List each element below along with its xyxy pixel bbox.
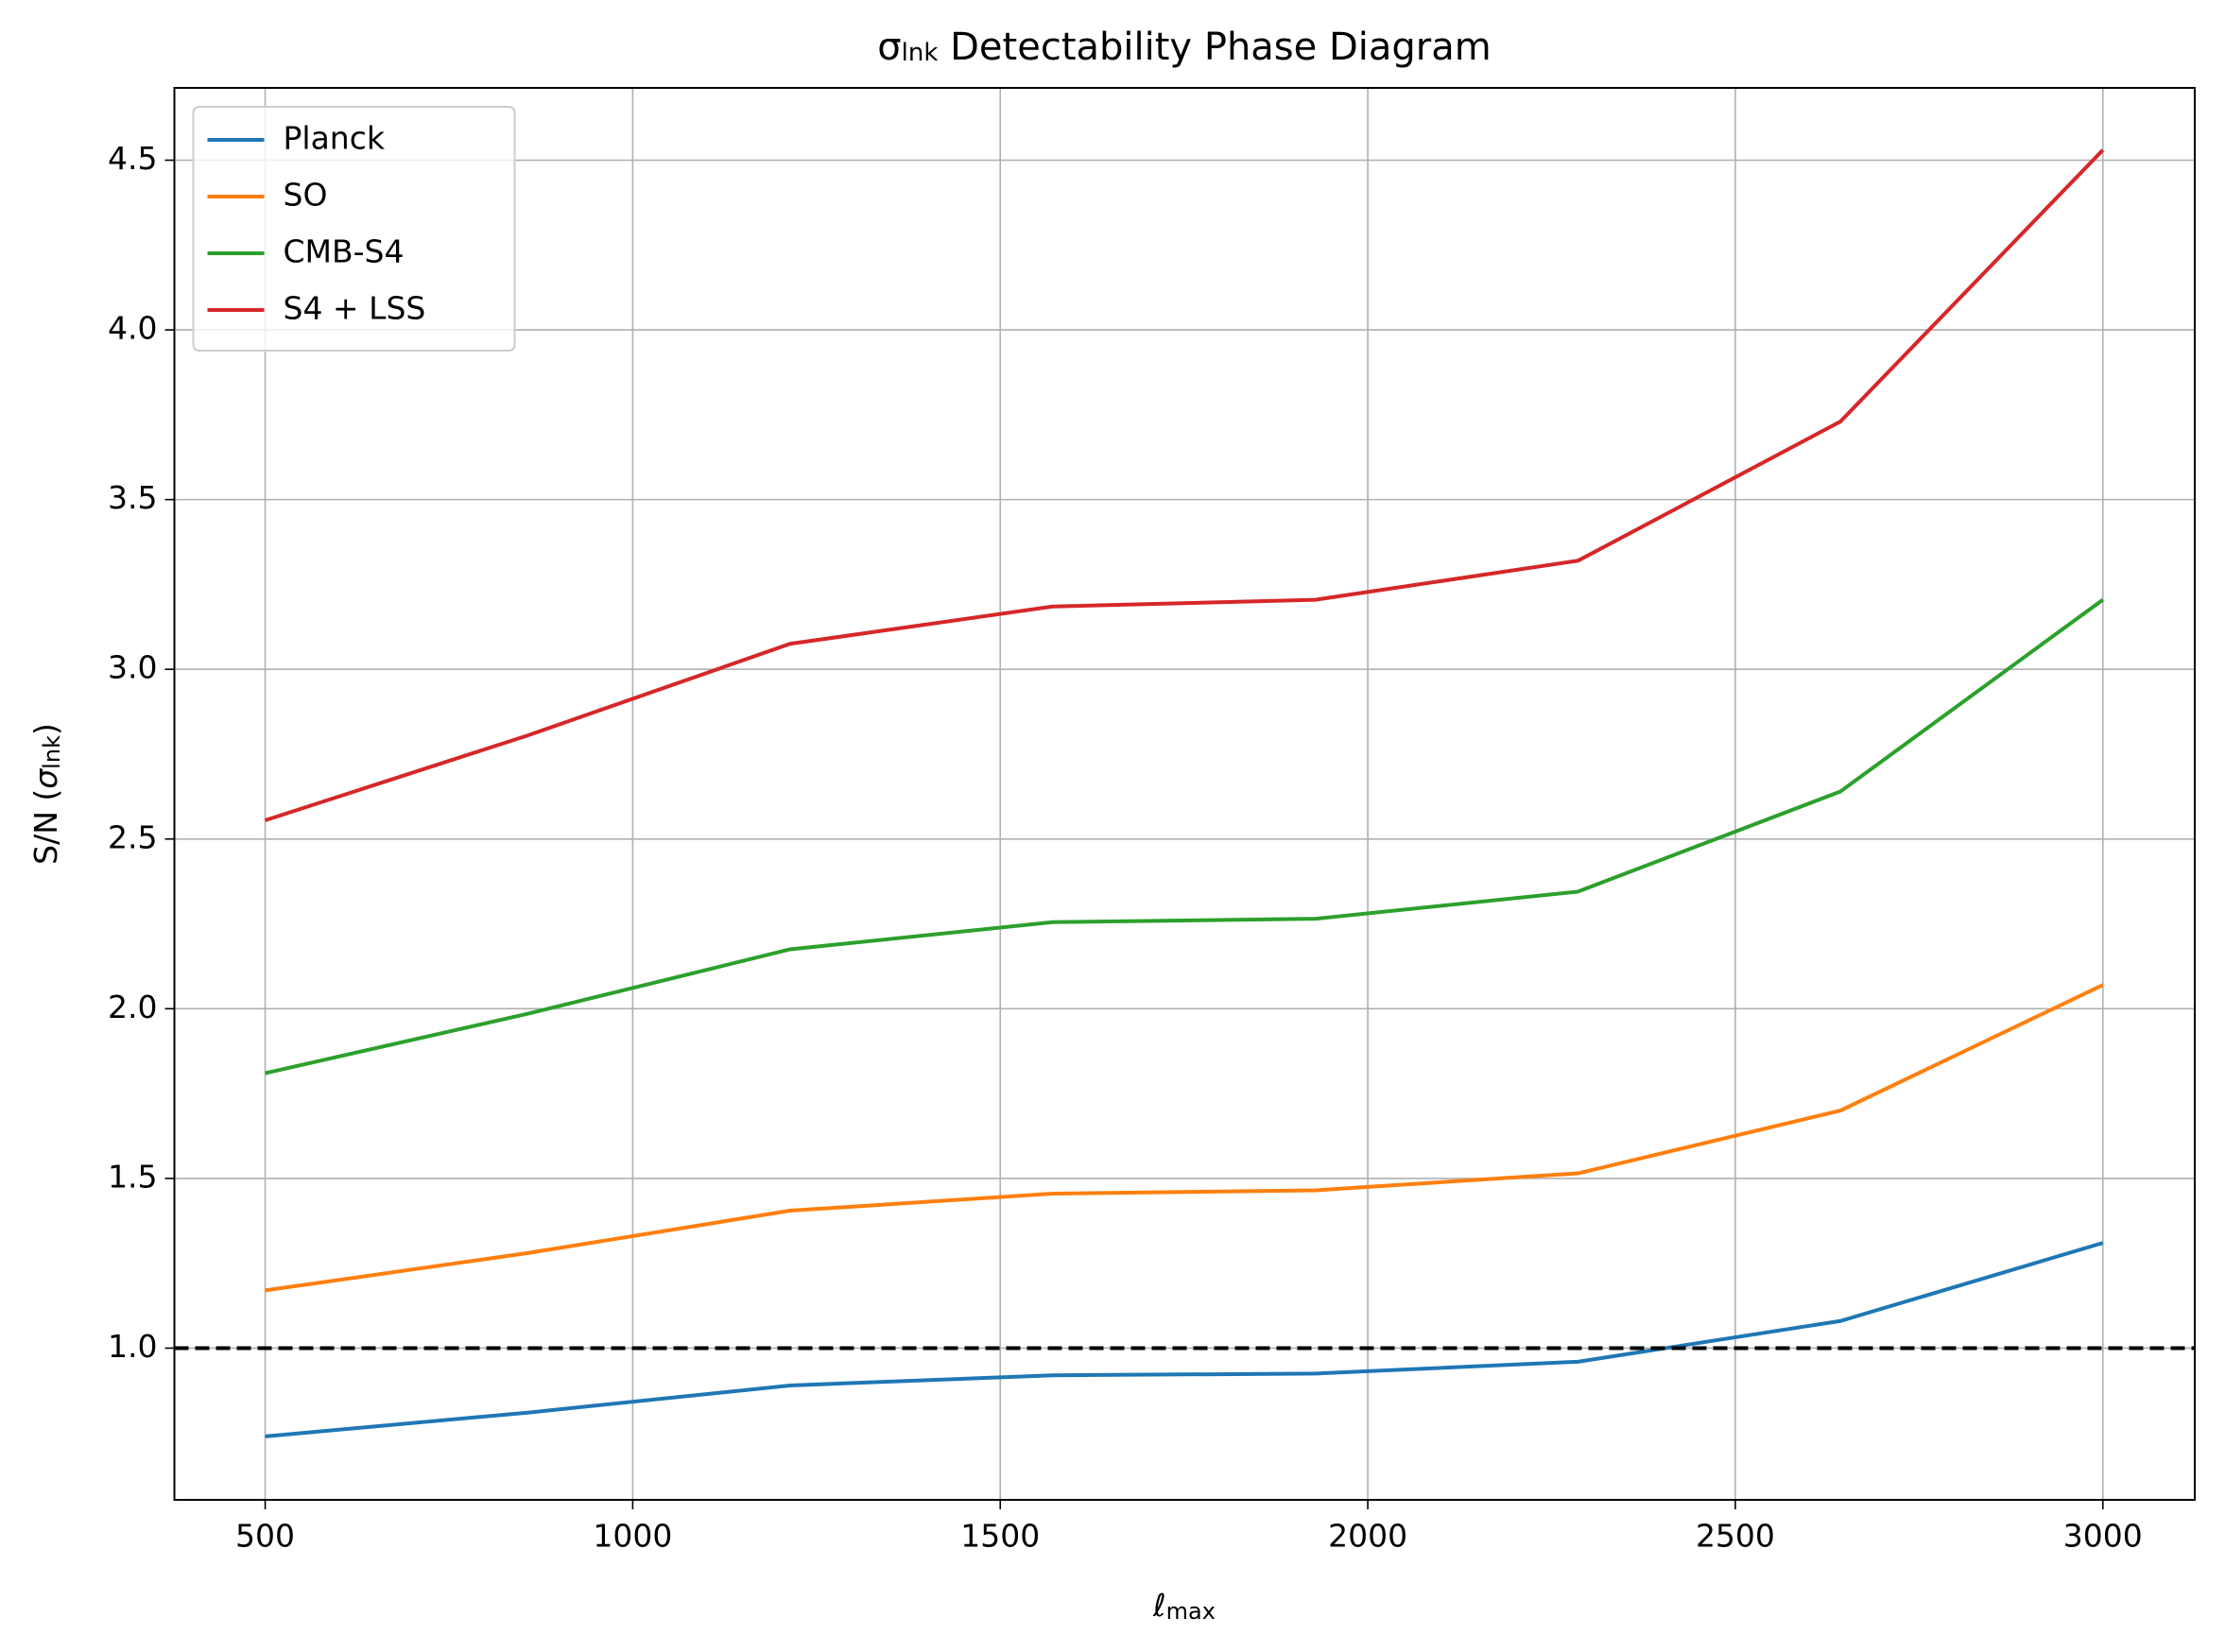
title-symbol: σ <box>877 26 901 69</box>
data-line <box>265 983 2104 1293</box>
plot-frame <box>173 87 2196 1501</box>
data-line <box>264 148 2105 822</box>
legend-label: Planck <box>284 120 386 157</box>
legend-label: CMB-S4 <box>284 233 405 270</box>
y-tick-label: 1.0 <box>108 1328 157 1365</box>
x-label-subscript: max <box>1166 1598 1216 1625</box>
title-text <box>938 26 950 69</box>
y-tick-label: 3.0 <box>108 649 157 686</box>
y-tick-label: 4.0 <box>108 310 157 347</box>
legend-label: SO <box>284 177 328 214</box>
data-line <box>265 597 2104 1076</box>
legend-label: S4 + LSS <box>284 290 426 327</box>
y-label-text: ) <box>27 723 64 735</box>
data-line <box>265 1241 2104 1438</box>
title-text: Detectability Phase Diagram <box>950 26 1492 69</box>
legend-box <box>192 106 516 352</box>
y-label-symbol: σ <box>27 768 64 789</box>
x-tick-label: 500 <box>235 1518 295 1555</box>
x-tick-label: 1000 <box>593 1518 672 1555</box>
x-tick-label: 3000 <box>2063 1518 2143 1555</box>
y-tick-label: 4.5 <box>108 140 157 177</box>
y-tick-label: 1.5 <box>108 1158 157 1195</box>
x-axis-label: ℓmax <box>1152 1587 1216 1626</box>
y-tick-label: 2.0 <box>108 989 157 1025</box>
y-label-text: S/N ( <box>27 789 64 865</box>
x-tick-label: 2500 <box>1696 1518 1775 1555</box>
x-tick-label: 1500 <box>960 1518 1040 1555</box>
y-label-subscript: lnk <box>39 735 65 769</box>
x-tick-label: 2000 <box>1328 1518 1407 1555</box>
y-tick-label: 2.5 <box>108 818 157 855</box>
y-axis-label: S/N (σlnk) <box>27 723 66 865</box>
x-label-symbol: ℓ <box>1152 1587 1166 1624</box>
y-tick-label: 3.5 <box>108 479 157 516</box>
title-subscript: lnk <box>902 39 939 67</box>
chart-title: σlnk Detectability Phase Diagram <box>877 26 1491 69</box>
